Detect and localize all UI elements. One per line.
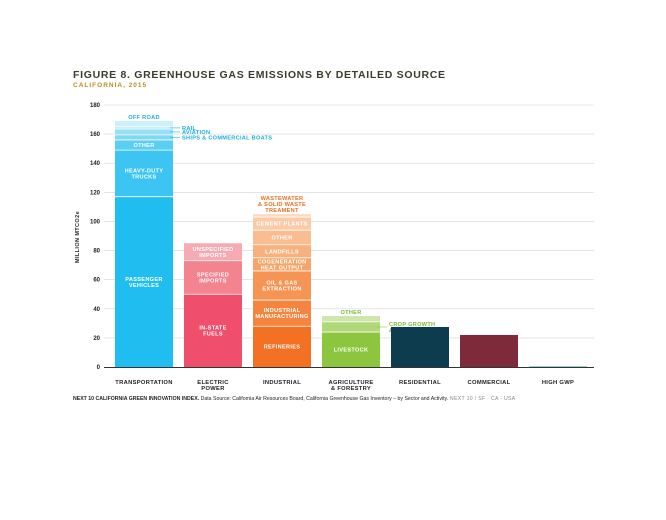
segment-label: REFINERIES — [264, 345, 301, 351]
segment-top-label: WASTEWATER & SOLID WASTE TREAMENT — [258, 196, 306, 214]
bar-segment — [253, 257, 311, 271]
segment-label: IN-STATE FUELS — [199, 326, 226, 338]
bar-segment — [253, 326, 311, 367]
bar-segment — [115, 134, 173, 140]
bar-segment — [253, 214, 311, 218]
y-tick-label: 100 — [90, 219, 101, 225]
bar-segment — [253, 244, 311, 258]
bar-segment — [322, 316, 380, 322]
source-index-name: NEXT 10 CALIFORNIA GREEN INNOVATION INDE… — [73, 396, 201, 402]
segment-label: HEAVY-DUTY TRUCKS — [125, 168, 164, 180]
bar-stack: PASSENGER VEHICLES HEAVY-DUTY TRUCKS OTHER SH… — [115, 115, 272, 367]
bar-segment — [184, 243, 242, 261]
segment-callout-label: RAIL — [182, 126, 197, 132]
bar-segment — [184, 260, 242, 295]
x-category-label: HIGH GWP — [542, 380, 574, 386]
segment-label: OTHER — [133, 143, 154, 149]
segment-label: OIL & GAS EXTRACTION — [262, 280, 301, 292]
bar-segment — [115, 126, 173, 130]
bar-segment — [322, 321, 380, 333]
segment-top-label: OFF ROAD — [128, 115, 160, 121]
bar-stack — [460, 334, 518, 367]
segment-callout-label: SHIPS & COMMERCIAL BOATS — [182, 135, 272, 141]
segment-label: INDUSTRIAL MANUFACTURING — [255, 308, 308, 320]
y-tick-label: 20 — [93, 336, 100, 342]
bar-stack: REFINERIES INDUSTRIAL MANUFACTURING OIL & G… — [253, 196, 311, 367]
segment-callout-label: AVIATION — [182, 130, 210, 136]
source-text: Data Source: California Air Resources Bo… — [200, 396, 449, 402]
bar-stack — [391, 326, 449, 367]
y-tick-label: 80 — [93, 249, 100, 255]
chart-title: FIGURE 8. GREENHOUSE GAS EMISSIONS BY DE… — [73, 69, 446, 81]
x-category-label: AGRICULTURE & FORESTRY — [328, 380, 373, 392]
bars: PASSENGER VEHICLES HEAVY-DUTY TRUCKS OTHER SH… — [115, 115, 587, 368]
bar-segment — [115, 150, 173, 197]
y-tick-label: 180 — [90, 103, 101, 109]
segment-label: CEMENT PLANTS — [256, 222, 307, 228]
x-category-labels: TRANSPORTATION ELECTRIC POWER INDUSTRIAL AGR… — [115, 380, 574, 392]
segment-top-label: OTHER — [340, 310, 361, 316]
y-tick-label: 40 — [93, 307, 100, 313]
bar-segment — [115, 196, 173, 367]
bar-segment — [460, 334, 518, 367]
bar-segment — [253, 300, 311, 327]
segment-label: OTHER — [271, 235, 292, 241]
bar-segment — [184, 294, 242, 367]
y-tick-label: 0 — [97, 365, 101, 371]
x-category-label: INDUSTRIAL — [263, 380, 301, 386]
bar-segment — [322, 332, 380, 367]
y-tick-label: 140 — [90, 161, 101, 167]
segment-label: LANDFILLS — [265, 249, 299, 255]
x-category-label: ELECTRIC POWER — [197, 380, 229, 392]
gridlines — [104, 104, 594, 339]
bar-segment — [253, 270, 311, 301]
bar-segment — [115, 129, 173, 135]
x-category-label: COMMERCIAL — [468, 380, 511, 386]
y-tick-label: 160 — [90, 132, 101, 138]
bar-segment — [253, 217, 311, 231]
source-note: NEXT 10 CALIFORNIA GREEN INNOVATION INDE… — [73, 396, 516, 402]
segment-label: SPECIFIED IMPORTS — [197, 272, 229, 284]
y-tick-label: 60 — [93, 278, 100, 284]
segment-label: LIVESTOCK — [334, 348, 369, 354]
x-category-label: RESIDENTIAL — [399, 380, 441, 386]
bar-segment — [253, 230, 311, 245]
bar-stack: IN-STATE FUELS SPECIFIED IMPORTS UNSPECIFIED… — [184, 243, 242, 367]
bar-segment — [115, 139, 173, 151]
y-tick-labels: 0 20 40 60 80 100 120 140 160 180 — [90, 103, 101, 371]
bar-segment — [391, 326, 449, 367]
x-category-label: TRANSPORTATION — [115, 380, 172, 386]
source-tag: NEXT 10 / SF · CA · USA — [448, 396, 516, 402]
segment-label: UNSPECIFIED IMPORTS — [193, 247, 234, 259]
bar-segment — [115, 121, 173, 127]
chart-subtitle: CALIFORNIA, 2015 — [73, 82, 148, 89]
segment-label: COGENERATION HEAT OUTPUT — [258, 259, 307, 271]
segment-label: PASSENGER VEHICLES — [125, 277, 162, 289]
y-axis-label: MILLION MTCO2e — [75, 211, 81, 263]
y-tick-label: 120 — [90, 190, 101, 196]
